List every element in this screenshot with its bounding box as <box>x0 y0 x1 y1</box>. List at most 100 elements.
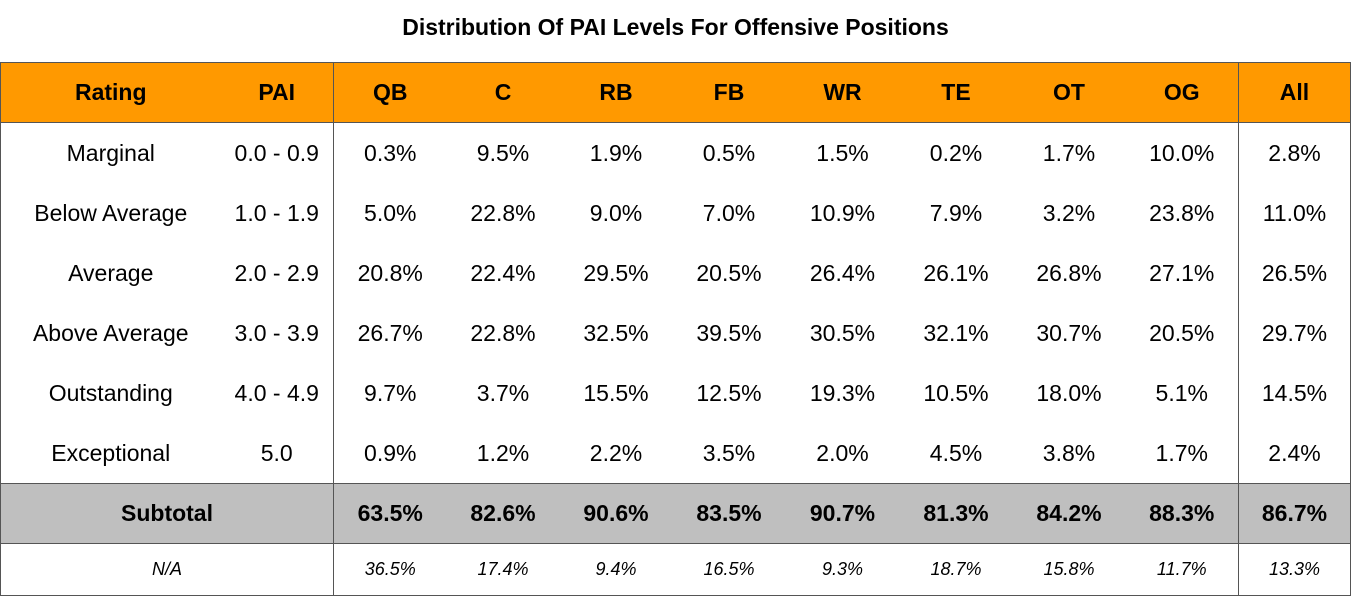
value-cell: 11.7% <box>1125 543 1239 596</box>
value-cell: 22.8% <box>470 319 536 346</box>
row-label: Subtotal <box>0 483 334 544</box>
value-cell: 10.9% <box>809 199 876 226</box>
row-label: Below Average <box>0 183 221 243</box>
value-cell: 19.3% <box>809 379 876 406</box>
value-cell: 3.5% <box>702 439 756 466</box>
value-cell: 26.7% <box>333 303 447 363</box>
value-cell: 88.3% <box>1125 483 1239 544</box>
value-cell: 22.4% <box>470 259 536 286</box>
row-label: 2.0 - 2.9 <box>234 259 319 286</box>
value-cell: 29.7% <box>1238 303 1351 363</box>
header-cell: C <box>446 62 560 123</box>
table-row: Exceptional 5.0 0.9% 1.2% 2.2% 3.5% 2.0% 4.5% 3.… <box>0 423 1351 484</box>
value-cell: 63.5% <box>333 483 447 544</box>
value-cell: 18.7% <box>899 543 1013 596</box>
row-label: Outstanding <box>0 363 221 423</box>
value-cell: 9.4% <box>559 543 673 596</box>
data-table: Rating PAI QB C RB FB WR TE OT OG All Marginal 0.0 -… <box>0 62 1351 596</box>
value-cell: 1.5% <box>816 139 869 166</box>
value-cell: 1.7% <box>1042 139 1096 166</box>
header-cell: PAI <box>220 62 334 123</box>
row-label: 1.0 - 1.9 <box>234 199 319 226</box>
value-cell: 23.8% <box>1149 199 1215 226</box>
value-cell: 16.5% <box>672 543 786 596</box>
header-row: Rating PAI QB C RB FB WR TE OT OG All <box>0 62 1351 123</box>
value-cell: 14.5% <box>1238 363 1351 423</box>
table-row: Below Average 1.0 - 1.9 5.0% 22.8% 9.0% 7.0% 1… <box>0 183 1351 243</box>
table-row: Marginal 0.0 - 0.9 0.3% 9.5% 1.9% 0.5% 1.5% 0.2… <box>0 122 1351 183</box>
value-cell: 5.0% <box>333 183 447 243</box>
value-cell: 20.5% <box>1149 319 1215 346</box>
value-cell: 18.0% <box>1036 379 1102 406</box>
header-cell: RB <box>559 62 673 123</box>
row-label: Marginal <box>0 122 221 183</box>
value-cell: 0.5% <box>702 139 756 166</box>
value-cell: 90.7% <box>785 483 900 544</box>
table-row: Outstanding 4.0 - 4.9 9.7% 3.7% 15.5% 12.5% 19… <box>0 363 1351 423</box>
value-cell: 2.0% <box>816 439 869 466</box>
value-cell: 27.1% <box>1149 259 1215 286</box>
header-cell: All <box>1238 62 1351 123</box>
value-cell: 26.8% <box>1036 259 1102 286</box>
value-cell: 10.5% <box>923 379 989 406</box>
value-cell: 2.8% <box>1238 122 1351 183</box>
value-cell: 15.8% <box>1012 543 1126 596</box>
value-cell: 3.8% <box>1042 439 1096 466</box>
na-row: N/A 36.5% 17.4% 9.4% 16.5% 9.3% 18.7% 15.8% 11.7… <box>0 543 1351 596</box>
header-cell: TE <box>899 62 1013 123</box>
header-cell: QB <box>333 62 447 123</box>
value-cell: 0.2% <box>929 139 983 166</box>
value-cell: 9.5% <box>476 139 530 166</box>
value-cell: 9.7% <box>333 363 447 423</box>
header-cell: FB <box>672 62 786 123</box>
value-cell: 32.5% <box>583 319 649 346</box>
value-cell: 2.2% <box>589 439 643 466</box>
header-cell: WR <box>785 62 900 123</box>
table-row: Above Average 3.0 - 3.9 26.7% 22.8% 32.5% 39.… <box>0 303 1351 363</box>
table-row: Average 2.0 - 2.9 20.8% 22.4% 29.5% 20.5% 26.4… <box>0 243 1351 303</box>
value-cell: 7.9% <box>929 199 983 226</box>
value-cell: 4.5% <box>929 439 983 466</box>
row-label: Exceptional <box>0 423 221 484</box>
value-cell: 84.2% <box>1012 483 1126 544</box>
row-label: 5.0 <box>260 439 293 466</box>
value-cell: 13.3% <box>1238 543 1351 596</box>
table-body: Rating PAI QB C RB FB WR TE OT OG All Marginal 0.0 -… <box>0 62 1351 596</box>
value-cell: 3.2% <box>1042 199 1096 226</box>
value-cell: 5.1% <box>1155 379 1208 406</box>
value-cell: 20.8% <box>333 243 447 303</box>
header-cell: Rating <box>0 62 221 123</box>
value-cell: 39.5% <box>696 319 762 346</box>
value-cell: 26.1% <box>923 259 989 286</box>
value-cell: 9.0% <box>589 199 643 226</box>
value-cell: 17.4% <box>446 543 560 596</box>
value-cell: 15.5% <box>583 379 649 406</box>
row-label: N/A <box>0 543 334 596</box>
value-cell: 90.6% <box>559 483 673 544</box>
header-cell: OG <box>1125 62 1239 123</box>
value-cell: 9.3% <box>785 543 900 596</box>
value-cell: 20.5% <box>696 259 762 286</box>
value-cell: 29.5% <box>583 259 649 286</box>
value-cell: 1.2% <box>476 439 530 466</box>
value-cell: 22.8% <box>470 199 536 226</box>
value-cell: 30.5% <box>809 319 876 346</box>
value-cell: 81.3% <box>899 483 1013 544</box>
row-label: 4.0 - 4.9 <box>234 379 319 406</box>
row-label: 0.0 - 0.9 <box>234 139 319 166</box>
value-cell: 26.5% <box>1238 243 1351 303</box>
value-cell: 1.7% <box>1155 439 1208 466</box>
table-title: Distribution Of PAI Levels For Offensive… <box>402 14 949 40</box>
value-cell: 11.0% <box>1238 183 1351 243</box>
value-cell: 0.9% <box>333 423 447 484</box>
value-cell: 86.7% <box>1238 483 1351 544</box>
value-cell: 36.5% <box>333 543 447 596</box>
value-cell: 10.0% <box>1149 139 1215 166</box>
value-cell: 1.9% <box>589 139 643 166</box>
value-cell: 7.0% <box>702 199 756 226</box>
row-label: Average <box>0 243 221 303</box>
row-label: 3.0 - 3.9 <box>234 319 319 346</box>
value-cell: 12.5% <box>696 379 762 406</box>
value-cell: 30.7% <box>1036 319 1102 346</box>
value-cell: 32.1% <box>923 319 989 346</box>
